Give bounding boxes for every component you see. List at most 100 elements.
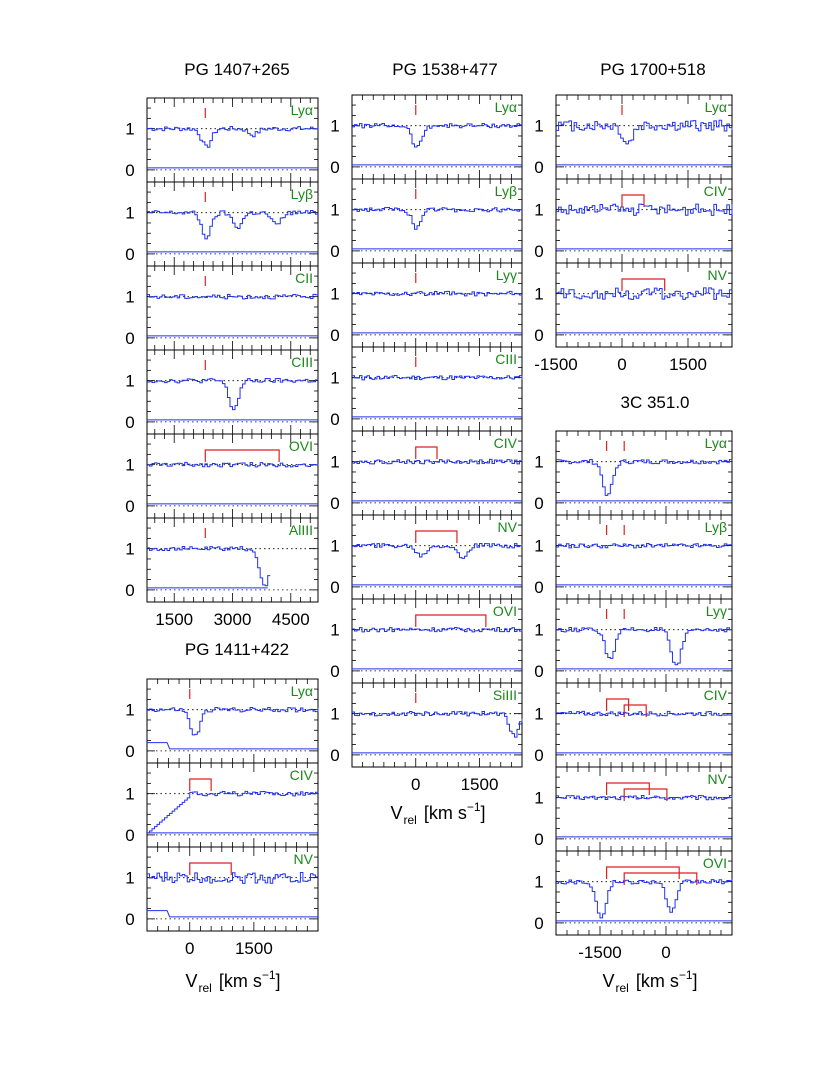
x-tick-label: 0 (661, 943, 670, 962)
flux-spectrum (556, 287, 733, 300)
y-tick-label: 0 (125, 742, 134, 761)
ion-label: CIII (291, 354, 313, 370)
flux-spectrum (556, 626, 733, 666)
doublet-bracket (623, 704, 647, 717)
panel-ovi: 1 0 OVI (330, 598, 523, 684)
panel-frame (555, 766, 733, 852)
flux-spectrum (147, 377, 319, 411)
doublet-bracket (623, 788, 668, 801)
flux-spectrum (147, 461, 319, 468)
flux-spectrum (352, 626, 523, 633)
y-tick-label: 1 (534, 453, 543, 472)
y-tick-label: 1 (534, 621, 543, 640)
y-tick-label: 0 (125, 826, 134, 845)
y-tick-label: 0 (125, 245, 134, 264)
x-tick-label: 1500 (461, 775, 499, 794)
x-axis-label: Vrel [km s−1] (390, 800, 485, 827)
panel-nv: 1 0 NV (534, 262, 733, 348)
error-spectrum (147, 910, 318, 918)
x-axis-label-unit: [km s (424, 803, 467, 823)
y-tick-label: 1 (125, 785, 134, 804)
x-axis-label-exp: −1 (262, 968, 276, 982)
y-tick-label: 0 (330, 494, 339, 513)
y-tick-label: 0 (534, 494, 543, 513)
error-spectrum (147, 742, 318, 750)
column-title: PG 1538+477 (392, 60, 497, 79)
flux-spectrum (147, 706, 319, 736)
flux-spectrum (556, 879, 733, 919)
x-tick-label: -1500 (534, 355, 577, 374)
panel-ly: 1 0 Lyβ (330, 178, 523, 264)
y-tick-label: 0 (330, 746, 339, 765)
y-tick-label: 0 (534, 242, 543, 261)
panel-nv: 1 0 NV (125, 846, 319, 932)
y-tick-label: 0 (125, 329, 134, 348)
doublet-bracket (189, 862, 232, 875)
panel-frame (146, 846, 319, 932)
ion-label: Lyβ (495, 183, 517, 199)
x-tick-label: 0 (185, 939, 194, 958)
y-tick-label: 0 (330, 158, 339, 177)
y-tick-label: 0 (534, 158, 543, 177)
y-tick-label: 0 (125, 161, 134, 180)
y-tick-label: 1 (330, 537, 339, 556)
ion-label: NV (708, 267, 728, 283)
y-tick-label: 1 (330, 705, 339, 724)
flux-spectrum (352, 290, 523, 297)
ion-label: Lyα (291, 102, 313, 118)
x-tick-label: 4500 (272, 610, 310, 629)
x-axis-label-sub: rel (615, 981, 628, 995)
panel-civ: 1 0 CIV (125, 762, 319, 848)
y-tick-label: 1 (125, 701, 134, 720)
y-tick-label: 0 (330, 242, 339, 261)
x-axis-label-unit: [km s (219, 971, 262, 991)
panel-ly: 1 0 Lyα (534, 94, 733, 180)
ion-label: CIV (494, 435, 518, 451)
y-tick-label: 0 (534, 746, 543, 765)
y-tick-label: 1 (330, 117, 339, 136)
flux-spectrum (556, 794, 733, 801)
ion-label: Lyβ (705, 519, 727, 535)
flux-spectrum (352, 207, 523, 230)
y-tick-label: 1 (125, 540, 134, 559)
y-tick-label: 0 (125, 413, 134, 432)
y-tick-label: 1 (534, 285, 543, 304)
flux-spectrum (556, 119, 733, 145)
ion-label: Lyα (705, 99, 727, 115)
y-tick-label: 0 (125, 910, 134, 929)
x-axis-label-unit: [km s (636, 971, 679, 991)
y-tick-label: 0 (125, 581, 134, 600)
y-tick-label: 1 (125, 120, 134, 139)
ion-label: NV (294, 851, 314, 867)
ion-label: OVI (493, 603, 517, 619)
panel-ly: 1 0 Lyβ (125, 181, 319, 267)
panel-aliii: 1 0 AlIII (125, 517, 319, 603)
ion-label: CIV (290, 767, 314, 783)
y-tick-label: 0 (330, 326, 339, 345)
x-axis-label-main: V (602, 971, 614, 991)
x-axis-label-close: ] (481, 803, 486, 823)
y-tick-label: 0 (534, 578, 543, 597)
panel-civ: 1 0 CIV (534, 682, 733, 768)
doublet-bracket (621, 194, 645, 207)
column-title: 3C 351.0 (621, 393, 690, 412)
y-tick-label: 1 (534, 201, 543, 220)
flux-spectrum (352, 122, 523, 148)
column-title: PG 1700+518 (600, 60, 705, 79)
y-tick-label: 1 (125, 372, 134, 391)
panel-ly: 1 0 Lyα (330, 94, 523, 180)
flux-spectrum (147, 546, 271, 587)
panel-ly: 1 0 Lyγ (330, 262, 523, 348)
panel-ly: 1 0 Lyα (125, 97, 319, 183)
ion-label: Lyα (291, 683, 313, 699)
ion-label: CIII (495, 351, 517, 367)
doublet-bracket (189, 778, 212, 791)
x-axis-label-main: V (185, 971, 197, 991)
panel-ciii: 1 0 CIII (125, 349, 319, 435)
y-tick-label: 1 (125, 204, 134, 223)
ion-label: CII (295, 270, 313, 286)
flux-spectrum (352, 542, 523, 559)
panel-nv: 1 0 NV (330, 514, 523, 600)
x-axis-label-exp: −1 (467, 800, 481, 814)
